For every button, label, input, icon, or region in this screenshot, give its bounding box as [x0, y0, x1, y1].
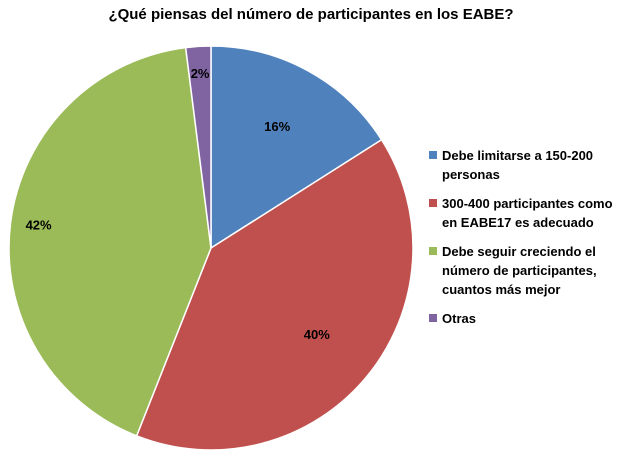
legend-label: 300-400 participantes como en EABE17 es a… — [442, 196, 613, 230]
pie-slice-participants-300-400 — [135, 138, 414, 451]
legend-swatch — [429, 199, 437, 207]
legend-label: Otras — [442, 311, 476, 326]
pie-data-labels: 16% 40% 42% 2% — [26, 66, 331, 342]
pie-slice-limit-150-200 — [210, 45, 383, 250]
data-label-otras: 2% — [191, 66, 210, 81]
data-label-limit-150-200: 16% — [264, 119, 290, 134]
pie-slice-otras — [184, 45, 212, 249]
legend-swatch — [429, 314, 437, 322]
pie-slices — [8, 45, 414, 451]
legend-item-otras: Otras — [428, 309, 634, 328]
legend-item-limit-150-200: Debe limitarse a 150-200 personas — [428, 146, 634, 184]
legend-label: Debe seguir creciendo el número de partic… — [442, 244, 597, 297]
legend-swatch — [429, 247, 437, 255]
pie-slice-keep-growing — [8, 46, 212, 437]
data-label-keep-growing: 42% — [26, 218, 52, 233]
legend: Debe limitarse a 150-200 personas 300-400 … — [428, 146, 634, 338]
legend-item-participants-300-400: 300-400 participantes como en EABE17 es a… — [428, 194, 634, 232]
legend-label: Debe limitarse a 150-200 personas — [442, 148, 594, 182]
chart-title: ¿Qué piensas del número de participantes… — [108, 6, 514, 23]
legend-item-keep-growing: Debe seguir creciendo el número de partic… — [428, 242, 634, 299]
data-label-participants-300-400: 40% — [304, 327, 330, 342]
legend-swatch — [429, 151, 437, 159]
